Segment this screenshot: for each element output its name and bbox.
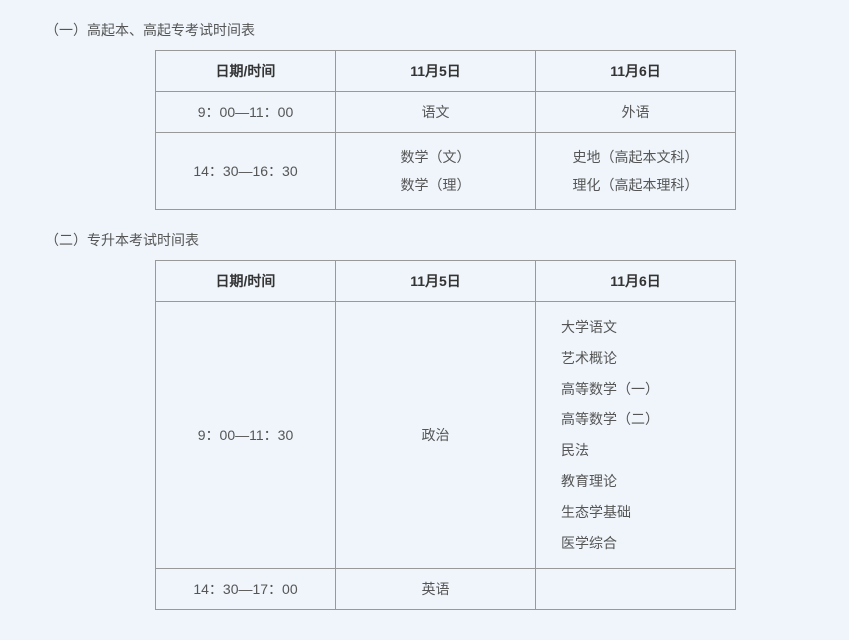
table1-row-0: 9：00—11：00 语文 外语 <box>156 92 736 133</box>
table1-row-1: 14：30—16：30 数学（文） 数学（理） 史地（高起本文科） 理化（高起本… <box>156 133 736 210</box>
table2-cell-day1-1: 英语 <box>336 569 536 610</box>
table1-header-row: 日期/时间 11月5日 11月6日 <box>156 51 736 92</box>
table1-cell-day1-1-line1: 数学（理） <box>351 171 520 199</box>
table1-cell-time-0: 9：00—11：00 <box>156 92 336 133</box>
table2-cell-day2-0-line6: 生态学基础 <box>561 497 720 528</box>
table1-cell-day2-0: 外语 <box>536 92 736 133</box>
table2-cell-day2-0-line0: 大学语文 <box>561 312 720 343</box>
table2-cell-time-1: 14：30—17：00 <box>156 569 336 610</box>
table2-cell-day2-0: 大学语文 艺术概论 高等数学（一） 高等数学（二） 民法 教育理论 生态学基础 … <box>536 302 736 569</box>
table2-header-day1: 11月5日 <box>336 261 536 302</box>
table2-row-1: 14：30—17：00 英语 <box>156 569 736 610</box>
table2-header-day2: 11月6日 <box>536 261 736 302</box>
table1-cell-day1-1-line0: 数学（文） <box>351 143 520 171</box>
table1-header-day2: 11月6日 <box>536 51 736 92</box>
table1-cell-day2-1-line0: 史地（高起本文科） <box>551 143 720 171</box>
table1-cell-day1-1: 数学（文） 数学（理） <box>336 133 536 210</box>
table1: 日期/时间 11月5日 11月6日 9：00—11：00 语文 外语 14：30… <box>155 50 736 210</box>
table2-header-time: 日期/时间 <box>156 261 336 302</box>
section2-title: （二）专升本考试时间表 <box>40 230 809 250</box>
table1-cell-time-1: 14：30—16：30 <box>156 133 336 210</box>
table1-cell-day1-0: 语文 <box>336 92 536 133</box>
table2-cell-day1-0: 政治 <box>336 302 536 569</box>
table2-cell-day2-0-line2: 高等数学（一） <box>561 374 720 405</box>
table1-header-time: 日期/时间 <box>156 51 336 92</box>
table2-cell-day2-0-line1: 艺术概论 <box>561 343 720 374</box>
table1-cell-day2-1-line1: 理化（高起本理科） <box>551 171 720 199</box>
table2-cell-day2-0-line7: 医学综合 <box>561 528 720 559</box>
table1-header-day1: 11月5日 <box>336 51 536 92</box>
table2-cell-day2-1 <box>536 569 736 610</box>
section1-title: （一）高起本、高起专考试时间表 <box>40 20 809 40</box>
table2-cell-time-0: 9：00—11：30 <box>156 302 336 569</box>
table2-cell-day2-0-line5: 教育理论 <box>561 466 720 497</box>
table2-cell-day2-0-line4: 民法 <box>561 435 720 466</box>
table2: 日期/时间 11月5日 11月6日 9：00—11：30 政治 大学语文 艺术概… <box>155 260 736 610</box>
table2-header-row: 日期/时间 11月5日 11月6日 <box>156 261 736 302</box>
table2-row-0: 9：00—11：30 政治 大学语文 艺术概论 高等数学（一） 高等数学（二） … <box>156 302 736 569</box>
table2-cell-day2-0-line3: 高等数学（二） <box>561 404 720 435</box>
table1-cell-day2-1: 史地（高起本文科） 理化（高起本理科） <box>536 133 736 210</box>
